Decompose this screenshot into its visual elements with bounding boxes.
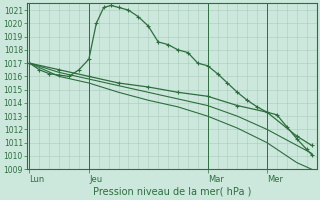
X-axis label: Pression niveau de la mer( hPa ): Pression niveau de la mer( hPa ) (92, 187, 251, 197)
